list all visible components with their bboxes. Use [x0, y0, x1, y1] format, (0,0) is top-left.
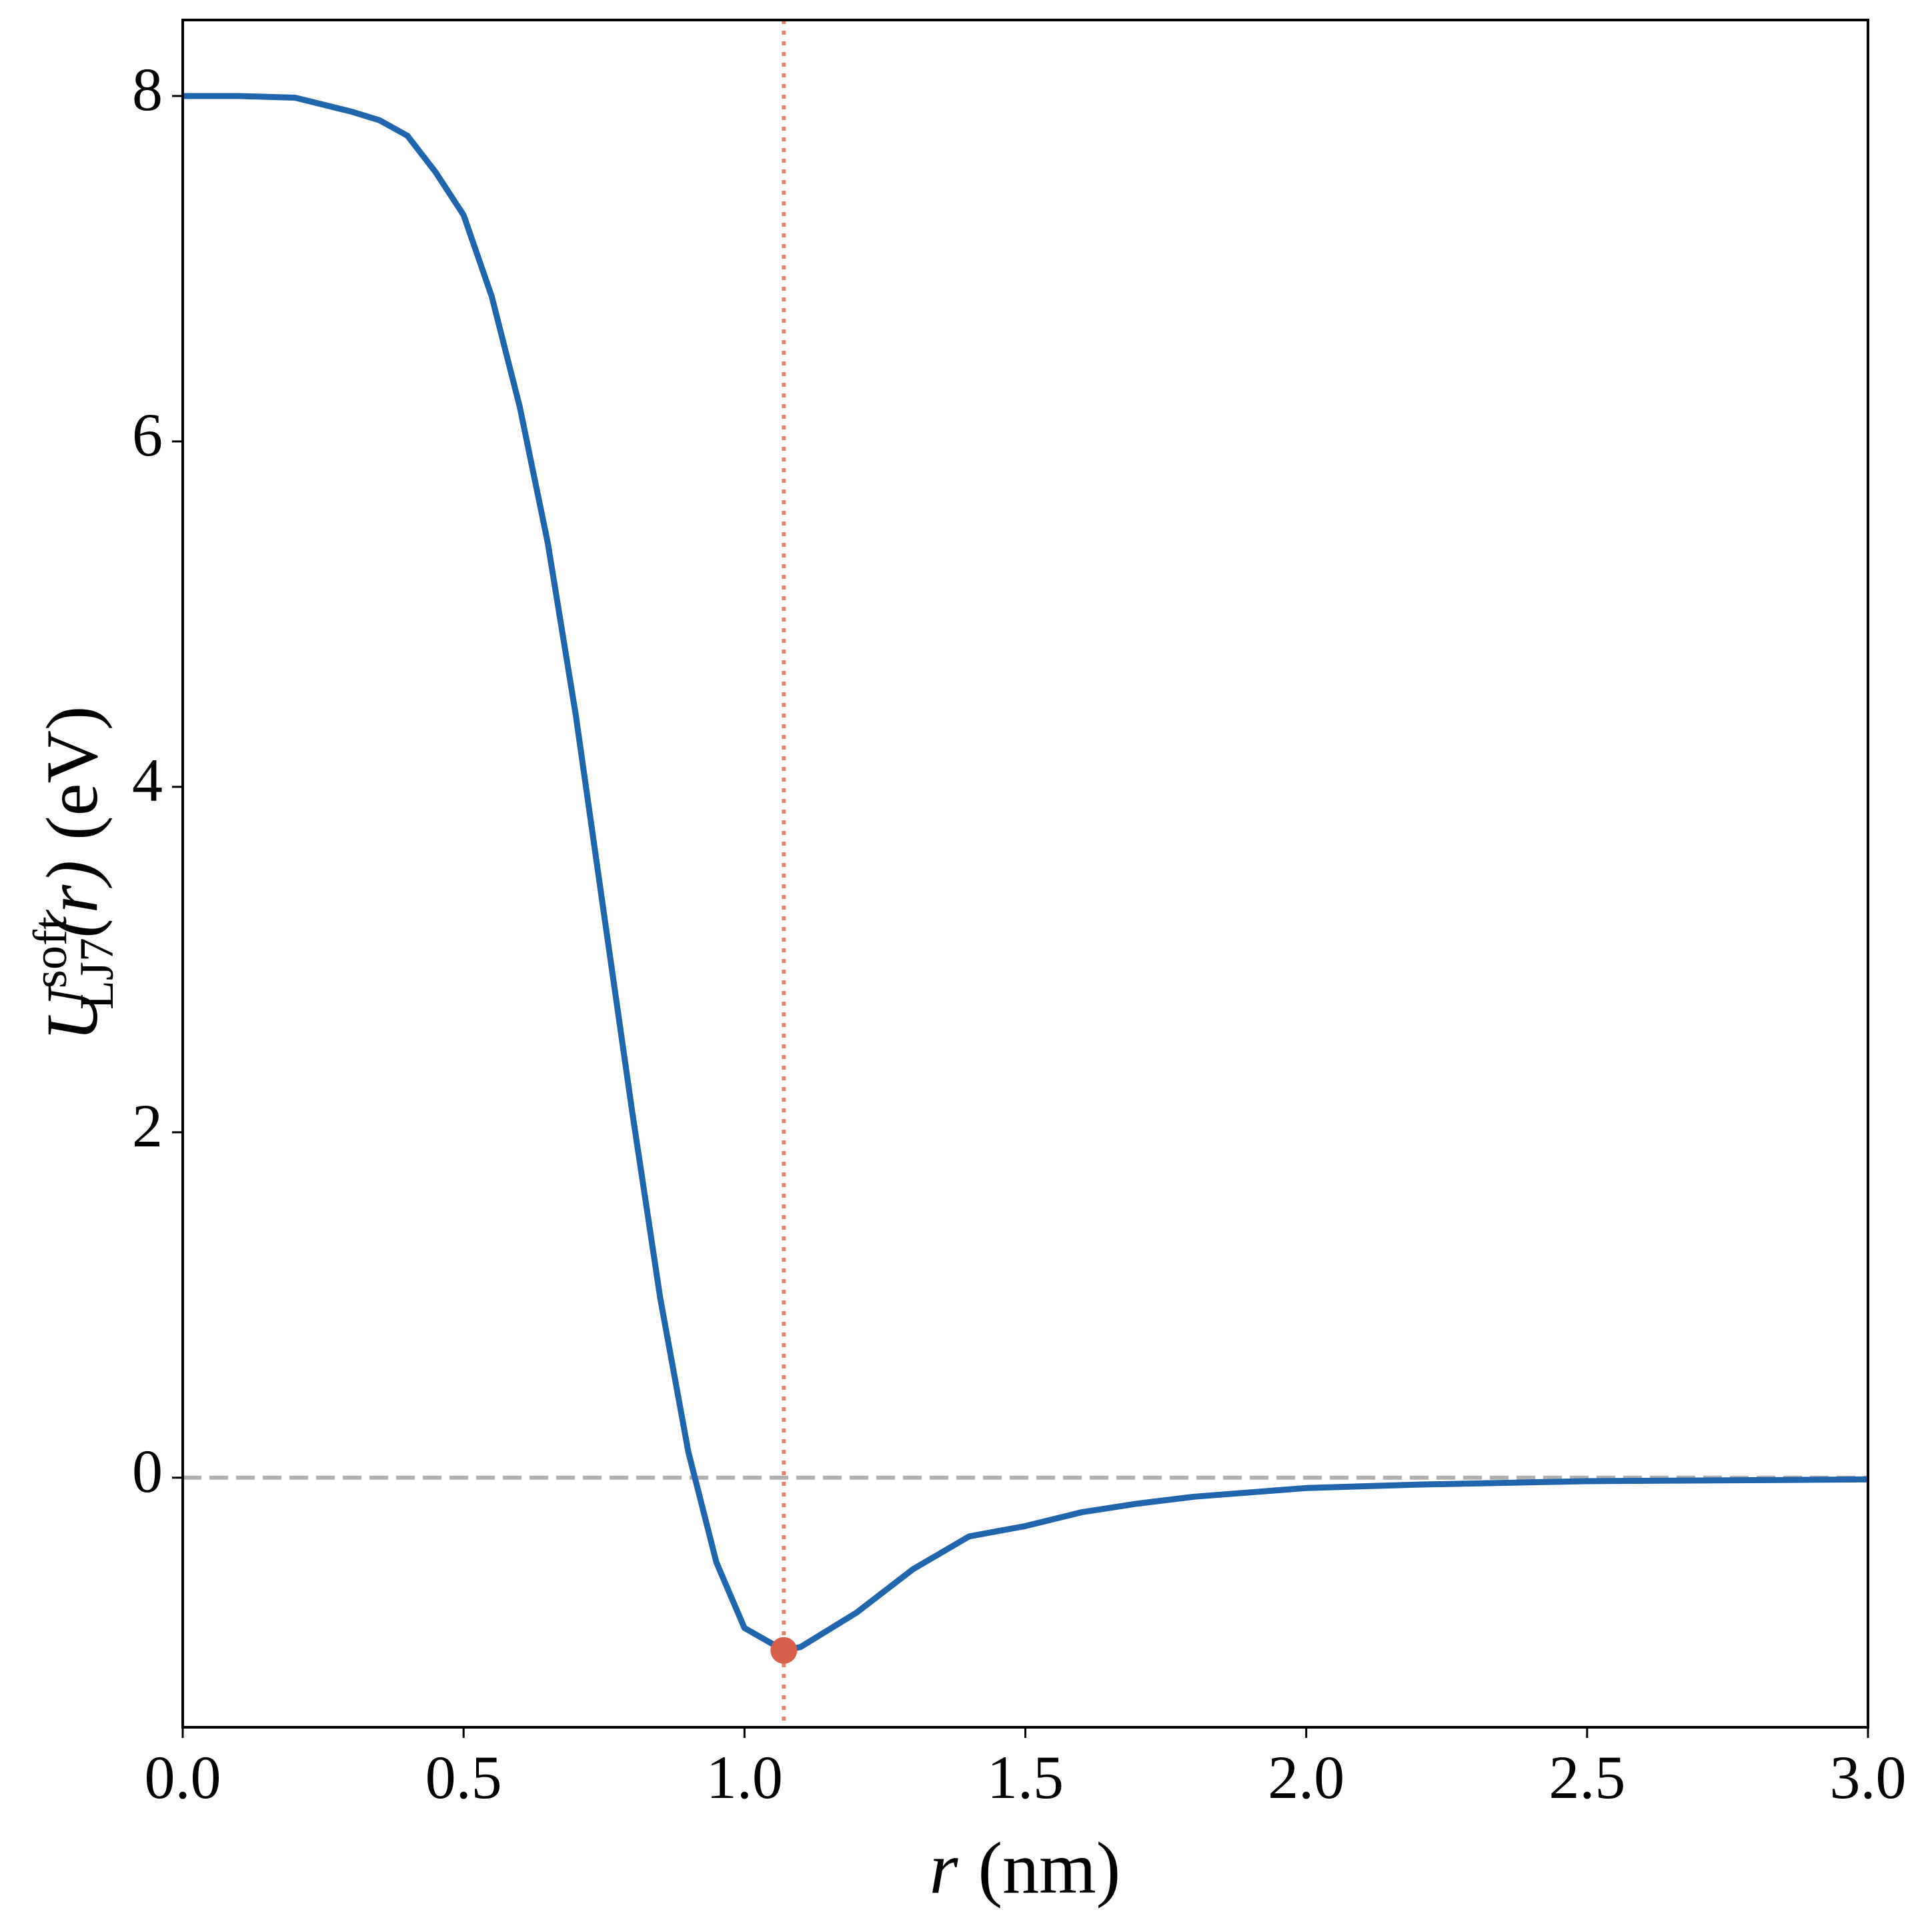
x-tick-label: 3.0 [1830, 1743, 1907, 1811]
plot-frame [181, 19, 1869, 1729]
y-tick-label: 6 [132, 401, 163, 469]
y-label-sub: LJ7 [70, 938, 123, 1010]
curve [183, 93, 1869, 1654]
y-tick-label: 0 [132, 1437, 163, 1505]
y-label-base: U [31, 984, 113, 1042]
minimum-marker [770, 1637, 798, 1664]
y-tick-label: 4 [132, 746, 163, 814]
y-tick-label: 8 [132, 55, 163, 123]
x-tick-label: 1.0 [706, 1743, 783, 1811]
y-tick-label: 2 [132, 1092, 163, 1160]
x-tick-label: 0.5 [425, 1743, 502, 1811]
x-tick-label: 0.0 [145, 1743, 221, 1811]
x-tick-label: 1.5 [987, 1743, 1064, 1811]
x-label-unit: (nm) [978, 1827, 1120, 1909]
x-tick-label: 2.0 [1268, 1743, 1344, 1811]
y-label-unit: (eV) [31, 706, 113, 840]
x-axis-label: r (nm) [930, 1827, 1121, 1909]
y-axis-label: UsoftLJ7(r) (eV) [23, 706, 123, 1041]
y-axis-label-group: UsoftLJ7(r) (eV) [23, 706, 123, 1041]
x-tick-label: 2.5 [1549, 1743, 1625, 1811]
y-label-arg: (r) [31, 860, 113, 938]
y-label-sup: soft [23, 916, 77, 988]
x-label-var: r [930, 1827, 959, 1909]
